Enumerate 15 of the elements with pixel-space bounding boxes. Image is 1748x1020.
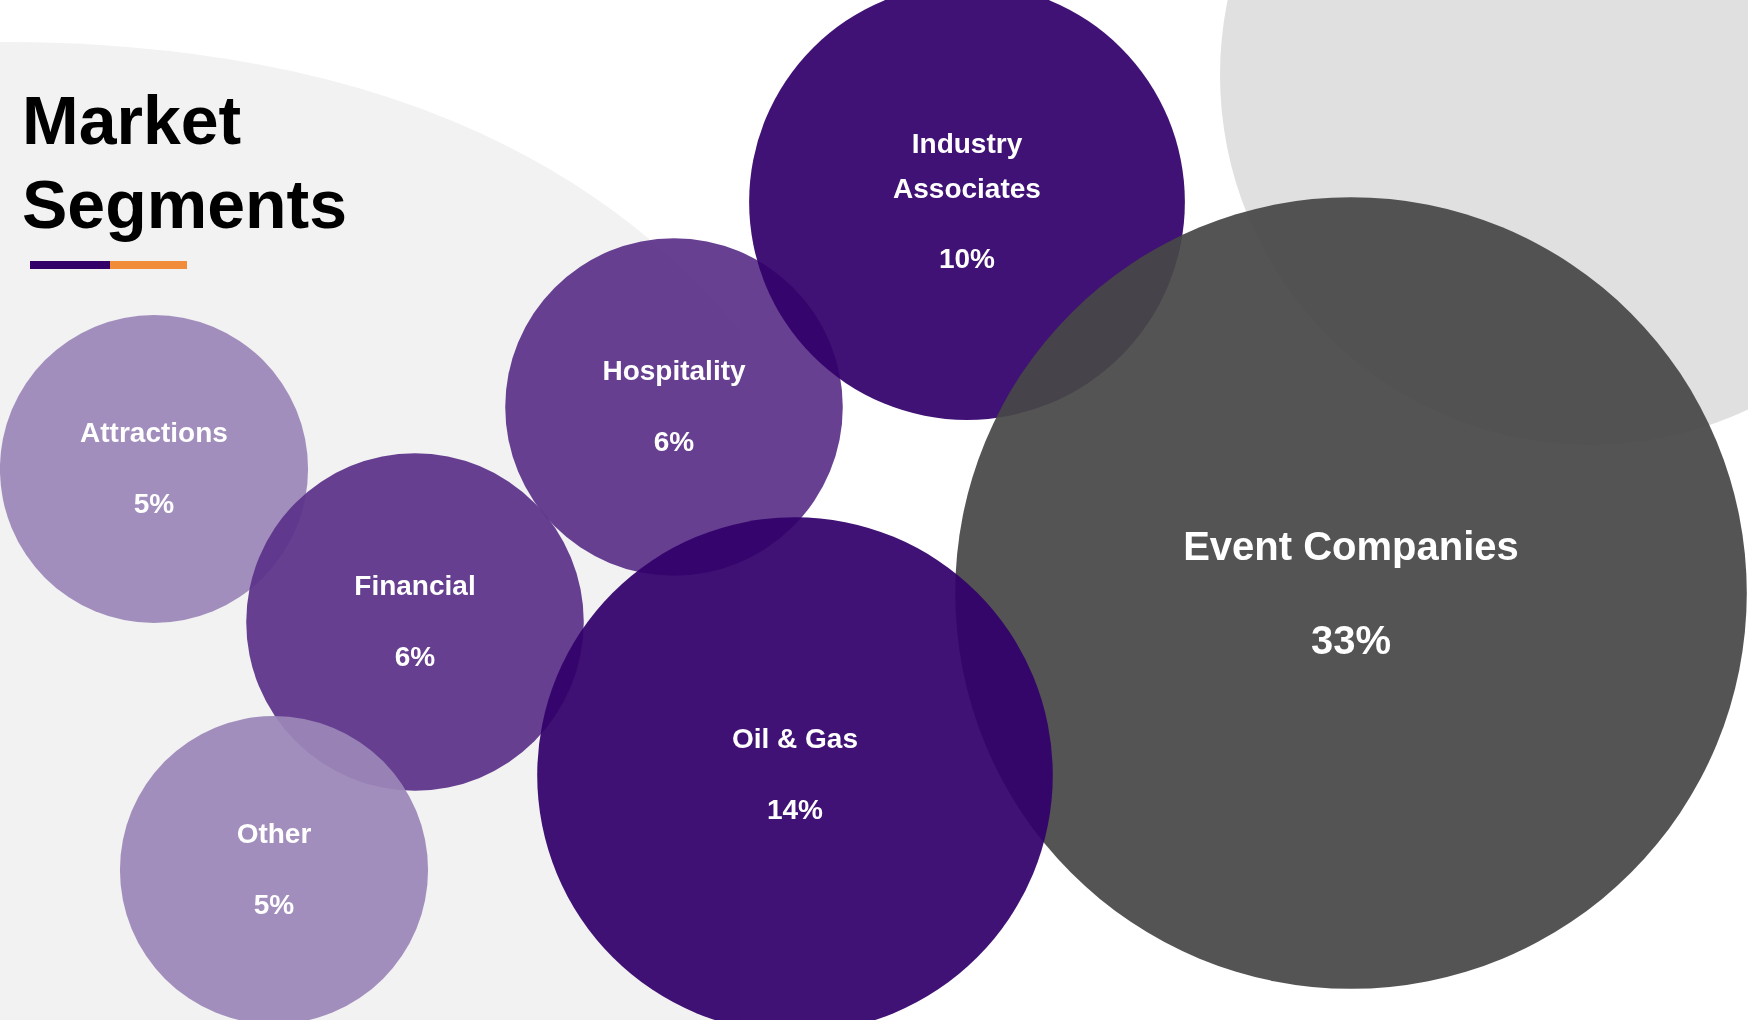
category-label: Oil & Gas [731, 722, 858, 757]
data-label: 33% [1310, 617, 1392, 664]
category-label: Industry Associates [892, 126, 1042, 206]
category-label: Event Companies [1183, 523, 1519, 570]
category-label: Hospitality [602, 354, 746, 389]
text: Market Segments [22, 81, 348, 244]
category-label: Attractions [80, 416, 228, 451]
data-label: 5% [133, 487, 175, 521]
data-label: 5% [253, 888, 295, 922]
data-label: 6% [394, 640, 436, 674]
category-label: Financial [354, 569, 476, 604]
data-label: 6% [653, 425, 695, 459]
category-label: Other [236, 817, 312, 852]
data-label: 10% [938, 242, 995, 277]
data-label: 14% [766, 793, 823, 827]
